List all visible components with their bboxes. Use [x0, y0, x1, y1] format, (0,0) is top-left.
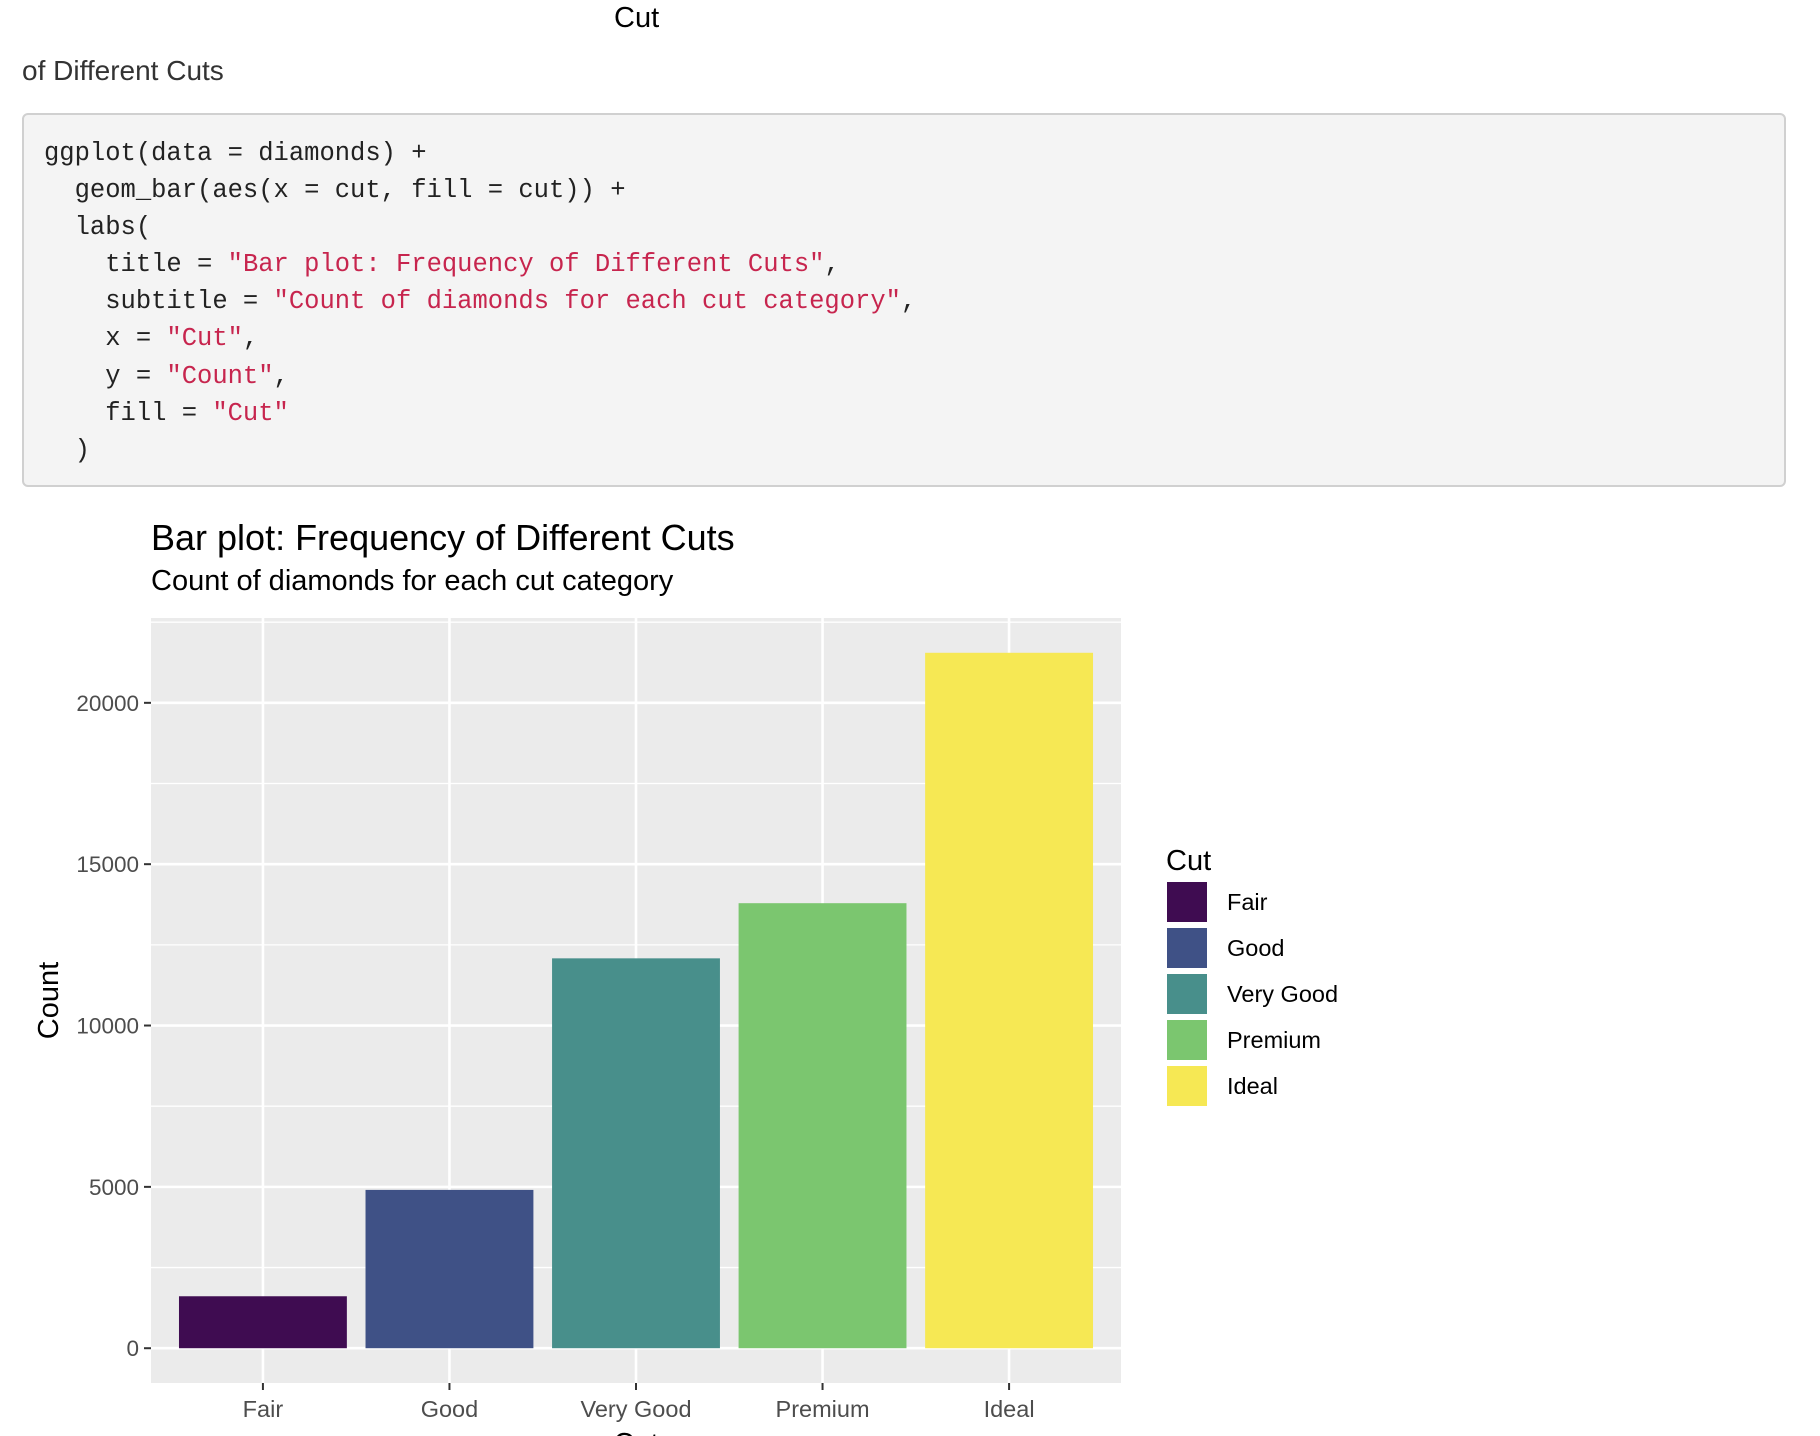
- y-tick-label: 0: [126, 1336, 139, 1361]
- y-axis-title: Count: [33, 962, 65, 1039]
- code-line: ggplot(data = diamonds) +: [44, 135, 1784, 172]
- code-line: subtitle = "Count of diamonds for each c…: [44, 283, 1784, 320]
- code-token: x =: [44, 324, 167, 354]
- code-string-token: "Bar plot: Frequency of Different Cuts": [227, 250, 825, 280]
- code-token: ggplot(data = diamonds) +: [44, 139, 427, 168]
- code-line: fill = "Cut": [44, 395, 1784, 432]
- bar-chart: Bar plot: Frequency of Different Cuts Co…: [0, 505, 1820, 1436]
- bar-premium: [738, 903, 907, 1349]
- code-line: title = "Bar plot: Frequency of Differen…: [44, 246, 1784, 283]
- code-line: geom_bar(aes(x = cut, fill = cut)) +: [44, 172, 1784, 209]
- y-tick-label: 15000: [76, 852, 139, 877]
- bar-fair: [178, 1296, 347, 1349]
- previous-plot-caption: of Different Cuts: [22, 55, 224, 86]
- legend-label: Premium: [1227, 1027, 1321, 1053]
- code-token: geom_bar(aes(x = cut, fill = cut)) +: [44, 176, 626, 206]
- code-token: subtitle =: [44, 287, 274, 317]
- legend-label: Fair: [1227, 889, 1268, 915]
- code-token: ): [44, 435, 90, 465]
- x-tick-label: Ideal: [984, 1396, 1035, 1422]
- code-token: ,: [273, 361, 289, 391]
- chart-title: Bar plot: Frequency of Different Cuts: [151, 517, 735, 558]
- x-axis-title: Cut: [613, 1428, 658, 1436]
- legend-key: [1165, 1018, 1209, 1062]
- code-line: ): [44, 432, 1784, 469]
- previous-plot-x-axis-label: Cut: [614, 2, 660, 34]
- code-string-token: "Count of diamonds for each cut category…: [273, 287, 901, 317]
- chart-canvas: 0 5000 10000 15000 20000 Fair Good Very Good Pre…: [33, 618, 1338, 1436]
- code-token: ,: [824, 250, 840, 280]
- x-tick-label: Very Good: [580, 1396, 691, 1422]
- code-line: y = "Count",: [44, 358, 1784, 395]
- y-tick-label: 20000: [76, 691, 139, 716]
- code-token: y =: [44, 361, 167, 391]
- legend-key: [1165, 1064, 1209, 1108]
- x-tick-label: Fair: [243, 1396, 284, 1422]
- chart-subtitle: Count of diamonds for each cut category: [151, 565, 674, 597]
- code-string-token: "Cut": [166, 324, 243, 354]
- code-token: ,: [900, 287, 917, 317]
- code-token: labs(: [44, 213, 152, 243]
- legend-key: [1165, 972, 1209, 1016]
- y-tick-label: 5000: [89, 1175, 139, 1200]
- y-tick-label: 10000: [76, 1014, 139, 1039]
- x-tick-label: Good: [421, 1396, 479, 1422]
- bar-ideal: [925, 652, 1094, 1349]
- code-token: ,: [242, 324, 259, 354]
- code-token: fill =: [44, 398, 213, 428]
- code-token: title =: [44, 250, 228, 280]
- legend-key: [1165, 880, 1209, 924]
- legend-label: Ideal: [1227, 1073, 1278, 1099]
- code-string-token: "Count": [166, 361, 274, 391]
- code-string-token: "Cut": [212, 398, 289, 428]
- legend-title: Cut: [1166, 845, 1211, 877]
- legend-label: Very Good: [1227, 981, 1338, 1007]
- x-tick-label: Premium: [776, 1396, 870, 1422]
- code-block[interactable]: ggplot(data = diamonds) + geom_bar(aes(x…: [22, 113, 1786, 487]
- code-line: x = "Cut",: [44, 320, 1784, 357]
- bar-good: [365, 1189, 534, 1349]
- legend-key: [1165, 926, 1209, 970]
- bar-very-good: [552, 958, 720, 1349]
- code-line: labs(: [44, 209, 1784, 246]
- legend-label: Good: [1227, 935, 1285, 961]
